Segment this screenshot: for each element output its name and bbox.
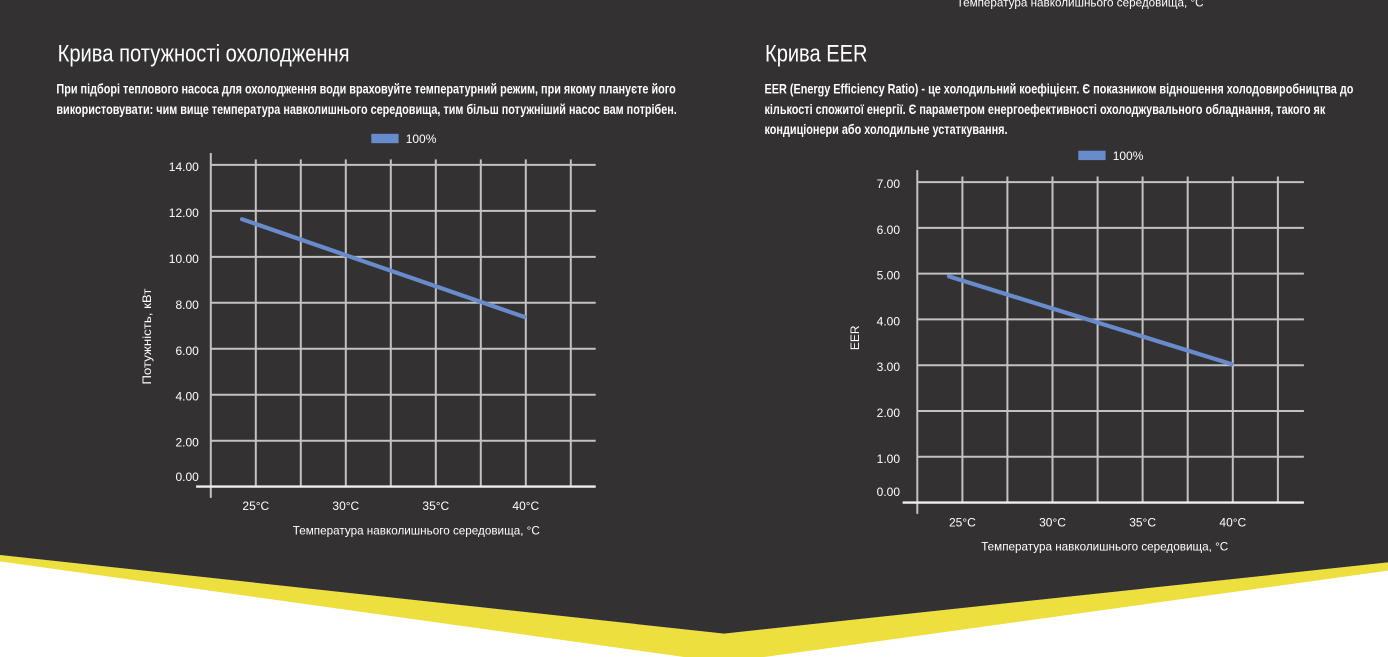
svg-text:30°C: 30°C [1039, 516, 1066, 530]
svg-text:EER: EER [848, 325, 862, 350]
svg-text:30°C: 30°C [332, 499, 359, 513]
svg-text:7.00: 7.00 [877, 177, 901, 191]
svg-text:4.00: 4.00 [877, 314, 901, 328]
svg-text:1.00: 1.00 [877, 452, 901, 466]
svg-text:100%: 100% [406, 132, 437, 146]
svg-text:Температура навколишнього сере: Температура навколишнього середовища, °C [293, 524, 540, 538]
svg-text:використовувати: чим вище темп: використовувати: чим вище температура на… [56, 101, 676, 117]
svg-text:0.00: 0.00 [877, 485, 901, 499]
svg-text:Крива потужності охолодження: Крива потужності охолодження [58, 40, 350, 67]
svg-text:40°C: 40°C [1219, 516, 1246, 530]
svg-text:При підборі теплового насоса д: При підборі теплового насоса для охолодж… [56, 81, 675, 97]
svg-text:кондиціонери або холодильне ус: кондиціонери або холодильне устаткування… [765, 121, 1008, 137]
svg-text:6.00: 6.00 [877, 223, 901, 237]
svg-text:Крива EER: Крива EER [765, 40, 868, 67]
svg-text:кількості спожитої енергії. Є: кількості спожитої енергії. Є параметром… [765, 101, 1327, 117]
svg-text:25°C: 25°C [949, 516, 976, 530]
svg-text:10.00: 10.00 [169, 252, 199, 266]
svg-text:EER (Energy Efficiency Ratio): EER (Energy Efficiency Ratio) - це холод… [765, 81, 1354, 97]
svg-text:2.00: 2.00 [877, 406, 901, 420]
svg-text:2.00: 2.00 [175, 436, 199, 450]
svg-text:40°C: 40°C [512, 499, 539, 513]
svg-text:12.00: 12.00 [169, 206, 199, 220]
svg-text:35°C: 35°C [422, 499, 449, 513]
svg-text:35°C: 35°C [1129, 516, 1156, 530]
svg-text:100%: 100% [1113, 149, 1144, 163]
svg-text:25°C: 25°C [242, 499, 269, 513]
svg-text:5.00: 5.00 [877, 269, 901, 283]
svg-text:3.00: 3.00 [877, 360, 901, 374]
svg-text:0.00: 0.00 [175, 470, 199, 484]
svg-text:4.00: 4.00 [175, 390, 199, 404]
svg-text:14.00: 14.00 [169, 160, 199, 174]
svg-text:8.00: 8.00 [175, 298, 199, 312]
svg-text:6.00: 6.00 [175, 344, 199, 358]
svg-text:Температура навколишнього сере: Температура навколишнього середовища, °C [981, 539, 1228, 553]
svg-text:Температура навколишнього сере: Температура навколишнього середовища, °C [957, 0, 1204, 10]
svg-text:Потужність, кВт: Потужність, кВт [140, 288, 154, 385]
